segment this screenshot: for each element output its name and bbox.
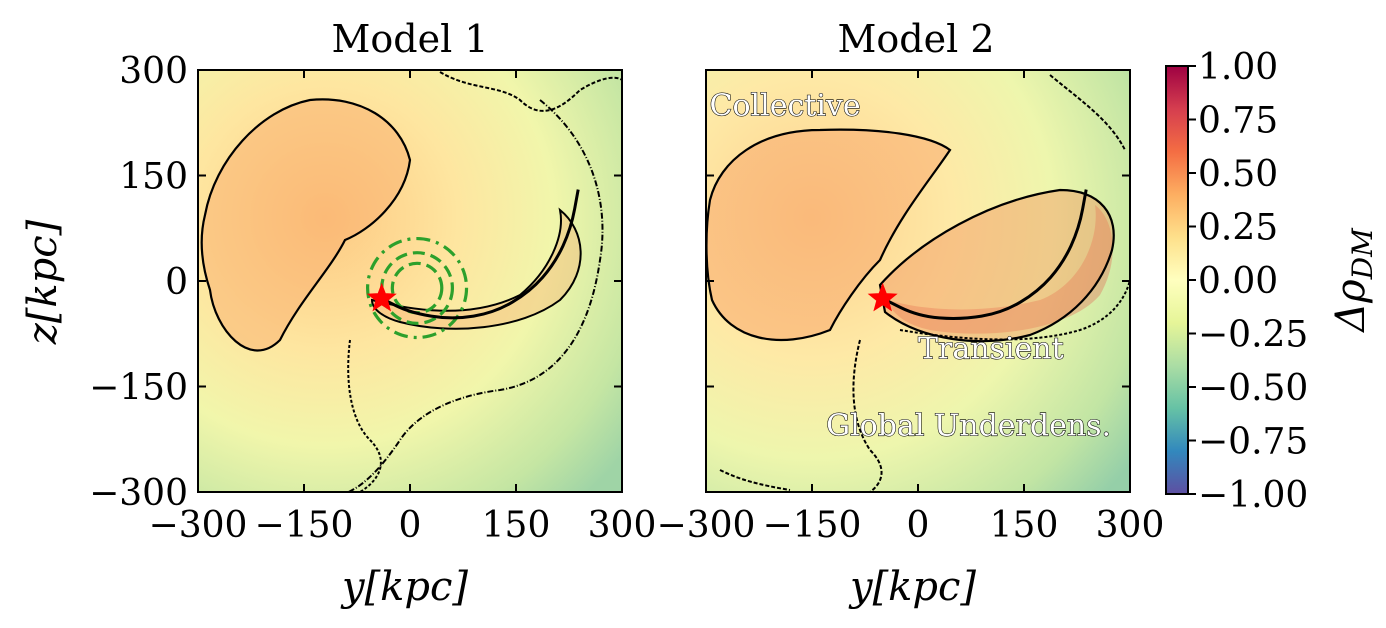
annotation-label: Global Underdens. <box>826 409 1111 444</box>
colorbar-tick-label: −0.75 <box>1198 422 1308 463</box>
x-tick-label: −150 <box>255 505 354 546</box>
colorbar-tick-label: −0.50 <box>1198 368 1308 409</box>
colorbar-label-sub: DM <box>1346 227 1379 280</box>
panel-2-wake-core <box>888 205 1113 334</box>
annotation-label: Collective <box>710 89 861 124</box>
panel-2-title: Model 2 <box>837 17 994 61</box>
x-tick-label: 150 <box>482 505 551 546</box>
panel-2-annotations: Collective Transient Global Underdens. <box>709 88 1112 444</box>
panel-1-x-axis-label: y[kpc] <box>340 564 468 610</box>
panel-2-underdensity-contour <box>719 74 1126 492</box>
ring-marker <box>366 236 469 340</box>
x-tick-label: −300 <box>657 505 756 546</box>
y-tick-label: −300 <box>89 473 188 514</box>
y-tick-label: 300 <box>119 51 188 92</box>
panel-1-overdensity-contour <box>200 98 412 352</box>
panel-1-star-marker <box>366 282 397 312</box>
panel-model-2: Model 2 Collective Transient Global Underd… <box>657 17 1165 610</box>
colorbar-tick-label: −0.25 <box>1198 315 1308 356</box>
panel-2-orbit-track <box>881 189 1088 321</box>
panel-1-upper-contour <box>439 71 622 112</box>
colorbar-label-main: Δρ <box>1328 279 1374 334</box>
colorbar: 1.00 0.75 0.50 0.25 0.00 −0.25 −0.50 −0.75 −1.00… <box>1165 47 1379 516</box>
panel-2-overdensity-contour <box>706 128 952 342</box>
x-tick-label: 300 <box>1096 505 1165 546</box>
panel-2-star-marker <box>867 282 898 312</box>
y-tick-label: 0 <box>165 262 188 303</box>
colorbar-gradient <box>1165 65 1189 495</box>
panel-2-underdensity-contour-lower <box>899 279 1130 341</box>
panel-1-orbit-track <box>381 189 580 320</box>
x-tick-label: −300 <box>149 505 248 546</box>
y-tick-label: 150 <box>119 157 188 198</box>
colorbar-tick-label: 1.00 <box>1198 47 1278 88</box>
panel-1-density-field <box>198 70 622 492</box>
colorbar-tick-label: 0.00 <box>1198 261 1278 302</box>
colorbar-tick-label: −1.00 <box>1198 475 1308 516</box>
colorbar-label: ΔρDM <box>1328 227 1379 334</box>
colorbar-tick-label: 0.25 <box>1198 208 1278 249</box>
panel-2-y-ticks <box>706 69 1130 493</box>
x-tick-label: 300 <box>588 505 657 546</box>
colorbar-tick-label: 0.50 <box>1198 154 1278 195</box>
y-tick-label: −150 <box>89 368 188 409</box>
panel-1-wake-contour <box>370 207 582 330</box>
annotation-label: Transient <box>918 331 1064 366</box>
panel-1-title: Model 1 <box>331 17 488 61</box>
panel-model-1: Model 1 −300 −150 0 150 300 −300−1500150300 … <box>20 17 656 610</box>
panel-2-wake-contour <box>878 188 1115 343</box>
panel-1-y-axis-label: z[kpc] <box>20 219 66 345</box>
x-tick-label: 0 <box>399 505 422 546</box>
colorbar-ticks: 1.00 0.75 0.50 0.25 0.00 −0.25 −0.50 −0.75 −1.00 <box>1188 47 1308 516</box>
panel-2-x-axis-label: y[kpc] <box>848 564 976 610</box>
panel-1-y-ticks: −300 −150 0 150 300 <box>89 51 622 514</box>
x-tick-label: 150 <box>990 505 1059 546</box>
x-tick-label: 0 <box>907 505 930 546</box>
panel-1-x-ticks: −300 −150 0 150 300 <box>149 70 657 546</box>
panel-1-underdensity-contour-inner <box>347 339 382 492</box>
panel-1-underdensity-contour <box>345 99 604 492</box>
colorbar-tick-label: 0.75 <box>1198 101 1278 142</box>
x-tick-label: −150 <box>763 505 862 546</box>
panel-2-x-ticks: −300 −150 0 150 300 <box>657 70 1165 546</box>
